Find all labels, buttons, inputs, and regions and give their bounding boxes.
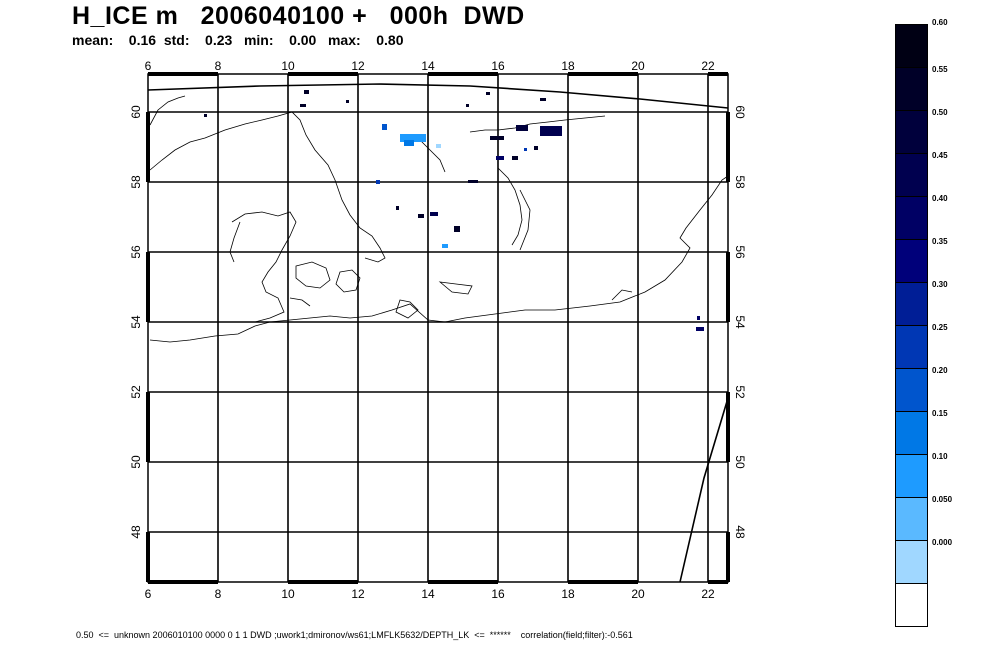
- lat-tick-left: 50: [129, 455, 143, 469]
- lon-tick-bottom: 18: [561, 587, 575, 601]
- colorbar-swatch: [895, 24, 928, 68]
- colorbar-label: 0.30: [932, 280, 948, 289]
- lon-tick-top: 16: [491, 59, 505, 73]
- colorbar-label: 0.50: [932, 108, 948, 117]
- lon-tick-top: 12: [351, 59, 365, 73]
- lat-tick-left: 54: [129, 315, 143, 329]
- lon-tick-bottom: 8: [215, 587, 222, 601]
- map-title: H_ICE m 2006040100 + 000h DWD: [72, 2, 525, 30]
- ice-field: [204, 90, 704, 331]
- bottom-lon-labels: 6 8 10 12 14 16 18 20 22: [145, 587, 715, 601]
- right-lat-labels: 60 58 56 54 52 50 48: [733, 105, 747, 539]
- graticule: [148, 74, 728, 582]
- lat-tick-right: 48: [733, 525, 747, 539]
- lon-tick-top: 14: [421, 59, 435, 73]
- lon-tick-top: 22: [701, 59, 715, 73]
- lat-tick-left: 60: [129, 105, 143, 119]
- lat-tick-left: 48: [129, 525, 143, 539]
- frame-bars: [146, 72, 730, 584]
- lon-tick-bottom: 12: [351, 587, 365, 601]
- colorbar-swatch: [895, 282, 928, 326]
- lat-tick-left: 52: [129, 385, 143, 399]
- lon-tick-top: 8: [215, 59, 222, 73]
- lon-tick-top: 20: [631, 59, 645, 73]
- colorbar-swatch: [895, 196, 928, 240]
- lon-tick-top: 10: [281, 59, 295, 73]
- map-frame: [147, 73, 729, 583]
- lat-tick-right: 52: [733, 385, 747, 399]
- colorbar-label: 0.20: [932, 366, 948, 375]
- colorbar-swatch: [895, 110, 928, 154]
- colorbar-label: 0.35: [932, 237, 948, 246]
- lat-tick-right: 56: [733, 245, 747, 259]
- lon-tick-bottom: 6: [145, 587, 152, 601]
- colorbar-swatch: [895, 67, 928, 111]
- colorbar-swatch: [895, 325, 928, 369]
- colorbar-label: 0.25: [932, 323, 948, 332]
- top-lon-labels: 6 8 10 12 14 16 18 20 22: [145, 59, 715, 73]
- colorbar-swatch: [895, 454, 928, 498]
- lat-tick-left: 58: [129, 175, 143, 189]
- lon-tick-bottom: 20: [631, 587, 645, 601]
- left-lat-labels: 60 58 56 54 52 50 48: [129, 105, 143, 539]
- colorbar-swatch: [895, 540, 928, 584]
- colorbar-swatch: [895, 583, 928, 627]
- colorbar-label: 0.15: [932, 409, 948, 418]
- colorbar-label: 0.10: [932, 452, 948, 461]
- lon-tick-bottom: 16: [491, 587, 505, 601]
- coastlines: [149, 95, 729, 343]
- domain-boundary: [147, 83, 729, 583]
- lat-tick-right: 60: [733, 105, 747, 119]
- lon-tick-bottom: 22: [701, 587, 715, 601]
- colorbar-swatch: [895, 497, 928, 541]
- lon-tick-top: 6: [145, 59, 152, 73]
- colorbar-label: 0.000: [932, 538, 953, 547]
- lat-tick-left: 56: [129, 245, 143, 259]
- colorbar-swatch: [895, 153, 928, 197]
- lat-tick-right: 58: [733, 175, 747, 189]
- lon-tick-bottom: 14: [421, 587, 435, 601]
- colorbar-label: 0.050: [932, 495, 953, 504]
- lon-tick-bottom: 10: [281, 587, 295, 601]
- colorbar-label: 0.45: [932, 151, 948, 160]
- colorbar-label: 0.40: [932, 194, 948, 203]
- statistics-line: mean: 0.16 std: 0.23 min: 0.00 max: 0.80: [72, 32, 404, 48]
- lat-tick-right: 54: [733, 315, 747, 329]
- footer-info: 0.50 <= unknown 2006010100 0000 0 1 1 DW…: [76, 630, 633, 640]
- colorbar-swatch: [895, 368, 928, 412]
- colorbar-label: 0.60: [932, 18, 948, 27]
- colorbar-swatch: [895, 239, 928, 283]
- colorbar-label: 0.55: [932, 65, 948, 74]
- colorbar-swatch: [895, 411, 928, 455]
- lat-tick-right: 50: [733, 455, 747, 469]
- lon-tick-top: 18: [561, 59, 575, 73]
